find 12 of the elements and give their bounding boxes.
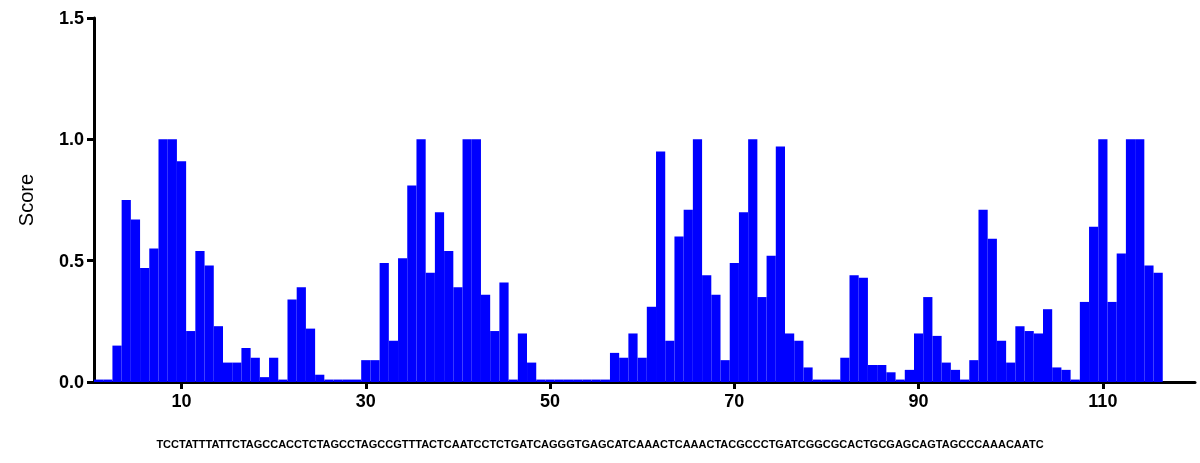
x-tick-label: 50: [540, 391, 561, 411]
text: TCCTATTTATTCTAGCCACCTCTAGCCTAGCCGTTTACTCAATCCTCTGATCAGGGTGAGCATCAAACTCAAACTACGCCCTGATCGGCGCACTGCGAGCAGTAGCCCAAACAATC: [156, 437, 1044, 450]
x-tick-label: 70: [724, 391, 745, 411]
y-tick-label: 1.5: [58, 8, 84, 28]
y-tick-label: 0.5: [58, 250, 84, 271]
x-tick-label: 90: [908, 391, 929, 411]
y-tick-label: 1.0: [58, 129, 84, 150]
x-tick-label: 10: [171, 391, 192, 411]
y-axis-title: Score: [15, 173, 37, 227]
x-tick-label: 30: [355, 391, 376, 411]
x-tick-label: 110: [1088, 391, 1118, 411]
y-tick-label: 0.0: [58, 372, 84, 392]
